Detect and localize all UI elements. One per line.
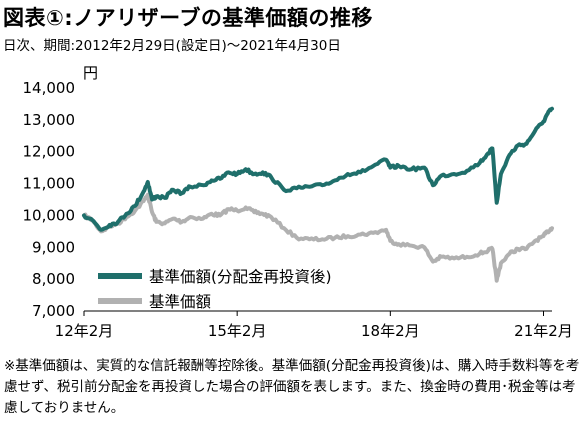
y-tick-label: 11,000 [23,175,76,193]
x-tick-label: 12年2月 [55,322,114,340]
x-tick-label: 15年2月 [208,322,267,340]
series-line [82,192,554,283]
y-tick-label: 7,000 [32,302,75,320]
series-line [82,106,554,232]
legend-label: 基準価額(分配金再投資後) [149,268,332,286]
x-axis: 12年2月 15年2月 18年2月 21年2月 [55,310,573,340]
y-tick-label: 8,000 [32,270,75,288]
y-tick-label: 9,000 [32,238,75,256]
series-layer [82,106,554,283]
y-tick-label: 12,000 [23,143,76,161]
y-tick-label: 13,000 [23,111,76,129]
footnote: ※基準価額は、実質的な信託報酬等控除後。基準価額(分配金再投資後)は、購入時手数… [4,358,580,416]
y-axis-unit-label: 円 [83,64,98,82]
legend: 基準価額(分配金再投資後) 基準価額 [98,268,332,311]
chart-title: 図表①:ノアリザーブの基準価額の推移 [3,6,373,30]
x-tick-label: 18年2月 [361,322,420,340]
legend-label: 基準価額 [149,293,211,311]
x-tick-label: 21年2月 [514,322,573,340]
y-tick-label: 10,000 [23,206,76,224]
y-axis: 14,000 13,000 12,000 11,000 10,000 9,000 8,000… [23,79,76,320]
y-tick-label: 14,000 [23,79,76,97]
chart-subtitle: 日次、期間:2012年2月29日(設定日)〜2021年4月30日 [3,38,341,54]
